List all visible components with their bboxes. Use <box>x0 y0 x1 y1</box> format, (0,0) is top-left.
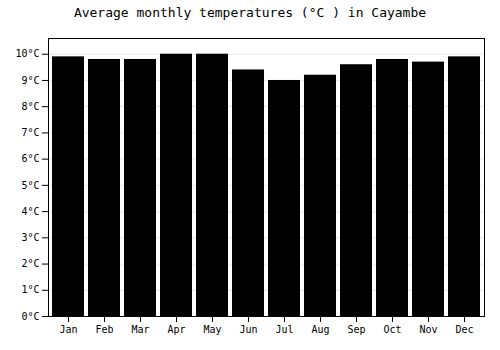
svg-text:5°C: 5°C <box>21 180 39 191</box>
svg-text:Jan: Jan <box>59 324 77 335</box>
svg-text:Jul: Jul <box>275 324 293 335</box>
html-text:Average monthly temperatures (: Average monthly temperatures (°C ) in Ca… <box>73 5 427 20</box>
svg-text:Oct: Oct <box>383 324 401 335</box>
svg-text:Sep: Sep <box>347 324 365 335</box>
svg-text:3°C: 3°C <box>21 232 39 243</box>
svg-text:Apr: Apr <box>167 324 185 335</box>
svg-text:4°C: 4°C <box>21 206 39 217</box>
svg-text:May: May <box>203 324 221 335</box>
svg-text:10°C: 10°C <box>15 48 39 59</box>
svg-text:7°C: 7°C <box>21 127 39 138</box>
svg-text:Aug: Aug <box>311 324 329 335</box>
svg-text:Jun: Jun <box>239 324 257 335</box>
svg-text:0°C: 0°C <box>21 311 39 322</box>
svg-text:9°C: 9°C <box>21 75 39 86</box>
svg-text:Feb: Feb <box>95 324 113 335</box>
svg-text:6°C: 6°C <box>21 153 39 164</box>
svg-text:8°C: 8°C <box>21 101 39 112</box>
svg-text:Nov: Nov <box>419 324 437 335</box>
svg-text:Mar: Mar <box>131 324 149 335</box>
svg-text:1°C: 1°C <box>21 284 39 295</box>
svg-text:Dec: Dec <box>455 324 473 335</box>
svg-text:2°C: 2°C <box>21 258 39 269</box>
